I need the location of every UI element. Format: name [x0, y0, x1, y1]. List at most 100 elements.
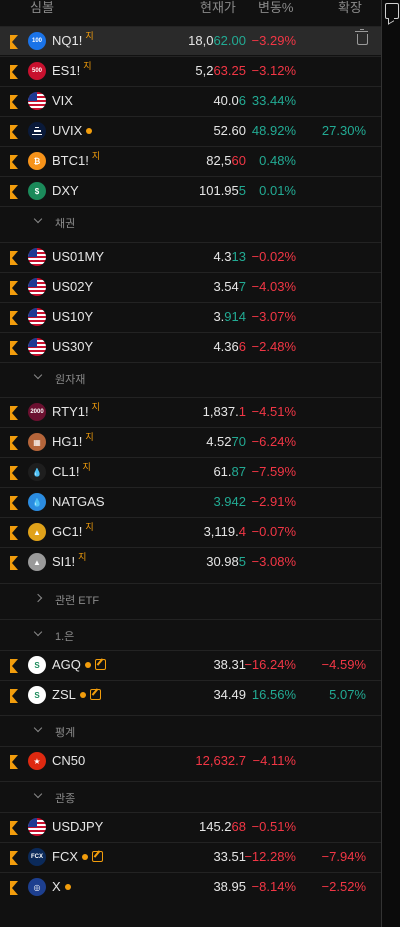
- symbol-name: US02Y: [52, 279, 93, 294]
- symbol-name: SI1! 지: [52, 552, 86, 569]
- extended-change: −2.52%: [321, 879, 366, 894]
- watchlist-row[interactable]: US01MY 4.313 −0.02%: [0, 242, 381, 271]
- column-header-price[interactable]: 현재가: [200, 0, 236, 15]
- flag-icon[interactable]: [10, 95, 18, 109]
- symbol-logo-icon: ★: [28, 752, 46, 770]
- symbol-name: AGQ: [52, 657, 106, 672]
- status-dot-icon: [64, 884, 71, 890]
- symbol-name: NQ1! 지: [52, 31, 94, 48]
- section-header-1-eun[interactable]: 1.은: [0, 619, 381, 648]
- chat-icon[interactable]: [385, 3, 399, 19]
- flag-icon[interactable]: [10, 496, 18, 510]
- section-header-related-etf[interactable]: 관련 ETF: [0, 583, 381, 612]
- edit-note-icon[interactable]: [92, 851, 103, 862]
- flag-icon[interactable]: [10, 821, 18, 835]
- symbol-label: SI1!: [52, 554, 76, 569]
- flag-icon[interactable]: [10, 881, 18, 895]
- watchlist-row[interactable]: S AGQ 38.31 −16.24% −4.59%: [0, 650, 381, 679]
- last-price: 4.5270: [206, 434, 246, 449]
- flag-icon[interactable]: [10, 251, 18, 265]
- watchlist-row[interactable]: US30Y 4.366 −2.48%: [0, 332, 381, 361]
- last-price: 40.06: [213, 93, 246, 108]
- watchlist-row[interactable]: US02Y 3.547 −4.03%: [0, 272, 381, 301]
- column-header-symbol[interactable]: 심볼: [30, 0, 54, 15]
- extended-change: 27.30%: [321, 123, 366, 138]
- last-price: 145.268: [199, 819, 246, 834]
- symbol-logo-icon: 100: [28, 32, 46, 50]
- last-price: 30.985: [206, 554, 246, 569]
- watchlist-row[interactable]: US10Y 3.914 −3.07%: [0, 302, 381, 331]
- watchlist-row[interactable]: 💧 CL1! 지 61.87 −7.59%: [0, 457, 381, 486]
- watchlist-row[interactable]: ◎ X 38.95 −8.14% −2.52%: [0, 872, 381, 901]
- flag-icon[interactable]: [10, 341, 18, 355]
- flag-icon[interactable]: [10, 556, 18, 570]
- watchlist-header: 심볼 현재가 변동% 확장: [0, 0, 381, 19]
- watchlist-row[interactable]: USDJPY 145.268 −0.51%: [0, 812, 381, 841]
- flag-icon[interactable]: [10, 406, 18, 420]
- flag-icon[interactable]: [10, 466, 18, 480]
- change-percent: −2.91%: [251, 494, 296, 509]
- price-main: 4.52: [206, 434, 232, 449]
- flag-icon[interactable]: [10, 689, 18, 703]
- last-price: 4.313: [213, 249, 246, 264]
- watchlist-row[interactable]: 2000 RTY1! 지 1,837.1 −4.51%: [0, 397, 381, 426]
- symbol-label: NQ1!: [52, 33, 83, 48]
- section-header-bonds[interactable]: 채권: [0, 206, 381, 235]
- watchlist-row[interactable]: ₿ BTC1! 지 82,560 0.48%: [0, 146, 381, 175]
- price-main: 3.54: [213, 279, 239, 294]
- price-main: 18,0: [188, 33, 214, 48]
- watchlist-row[interactable]: ▲ SI1! 지 30.985 −3.08%: [0, 547, 381, 576]
- edit-note-icon[interactable]: [89, 689, 101, 700]
- last-price: 5,263.25: [195, 63, 246, 78]
- flag-icon[interactable]: [10, 851, 18, 865]
- symbol-label: FCX: [52, 849, 78, 864]
- section-header-commodities[interactable]: 원자재: [0, 362, 381, 391]
- flag-icon[interactable]: [10, 659, 18, 673]
- watchlist-row[interactable]: 💧 NATGAS 3.942 −2.91%: [0, 487, 381, 516]
- watchlist-row[interactable]: UVIX 52.60 48.92% 27.30%: [0, 116, 381, 145]
- flag-icon[interactable]: [10, 65, 18, 79]
- flag-icon[interactable]: [10, 125, 18, 139]
- flag-icon[interactable]: [10, 311, 18, 325]
- price-changed-digits: 1: [238, 404, 246, 419]
- symbol-name: US01MY: [52, 249, 104, 264]
- symbol-label: US02Y: [52, 279, 94, 294]
- section-header-watch[interactable]: 관종: [0, 781, 381, 810]
- flag-icon[interactable]: [10, 185, 18, 199]
- flag-icon[interactable]: [10, 281, 18, 295]
- watchlist-row[interactable]: $ DXY 101.955 0.01%: [0, 176, 381, 205]
- watchlist-row[interactable]: S ZSL 34.49 16.56% 5.07%: [0, 680, 381, 709]
- flag-icon[interactable]: [10, 155, 18, 169]
- us-flag-icon: [28, 818, 46, 836]
- watchlist-row[interactable]: ▦ HG1! 지 4.5270 −6.24%: [0, 427, 381, 456]
- chevron-down-icon: [33, 214, 43, 224]
- watchlist-row[interactable]: ★ CN50 12,632.7 −4.11%: [0, 746, 381, 775]
- flag-icon[interactable]: [10, 526, 18, 540]
- last-price: 3.547: [213, 279, 246, 294]
- watchlist-row[interactable]: FCX FCX 33.51 −12.28% −7.94%: [0, 842, 381, 871]
- last-price: 34.49: [213, 687, 246, 702]
- flag-icon[interactable]: [10, 35, 18, 49]
- watchlist-row[interactable]: 500 ES1! 지 5,263.25 −3.12%: [0, 56, 381, 85]
- flag-icon[interactable]: [10, 436, 18, 450]
- symbol-label: HG1!: [52, 434, 83, 449]
- section-header-pyeong[interactable]: 평계: [0, 715, 381, 744]
- right-toolbar: [381, 0, 400, 927]
- change-percent: −0.07%: [251, 524, 296, 539]
- flag-icon[interactable]: [10, 755, 18, 769]
- column-header-change[interactable]: 변동%: [258, 0, 294, 15]
- change-percent: −6.24%: [251, 434, 296, 449]
- status-dot-icon: [86, 128, 93, 134]
- price-main: 82,5: [206, 153, 232, 168]
- symbol-label: ES1!: [52, 63, 81, 78]
- trash-icon[interactable]: [355, 29, 368, 45]
- symbol-label: US01MY: [52, 249, 105, 264]
- column-header-extended[interactable]: 확장: [338, 0, 362, 15]
- watchlist-row[interactable]: VIX 40.06 33.44%: [0, 86, 381, 115]
- price-changed-digits: 6: [238, 93, 246, 108]
- watchlist-row[interactable]: 100 NQ1! 지 18,062.00 −3.29%: [0, 26, 381, 55]
- watchlist-row[interactable]: ▲ GC1! 지 3,119.4 −0.07%: [0, 517, 381, 546]
- change-percent: −4.03%: [251, 279, 296, 294]
- price-main: 4.3: [213, 249, 232, 264]
- edit-note-icon[interactable]: [94, 659, 106, 670]
